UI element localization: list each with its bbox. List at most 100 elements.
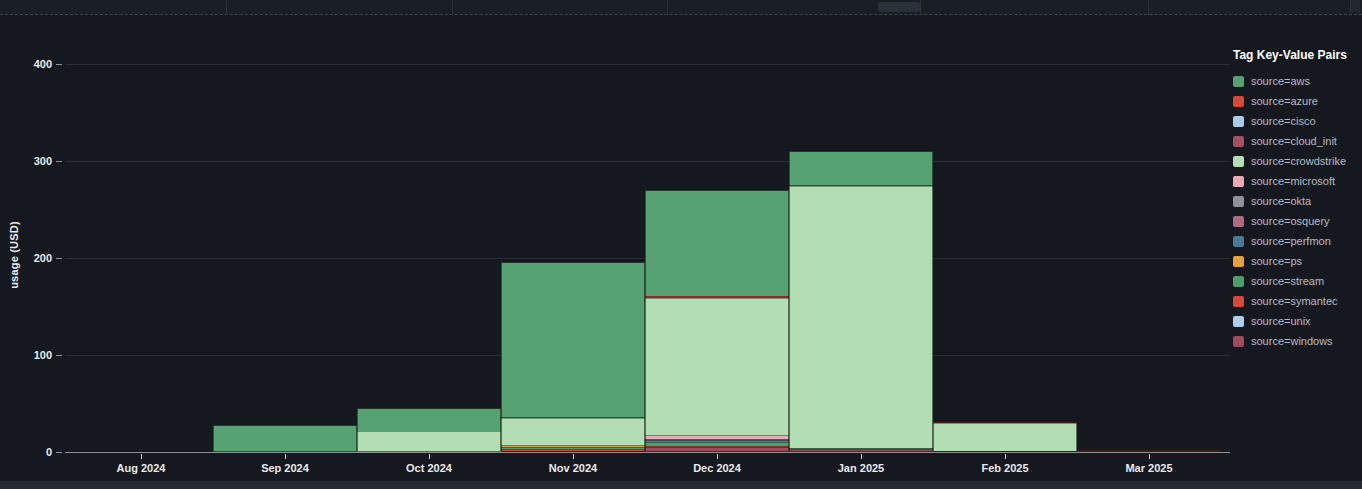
legend-item-unix[interactable]: source=unix [1233,311,1361,331]
legend-item-stream[interactable]: source=stream [1233,271,1361,291]
bar-sep-2024[interactable] [213,425,357,452]
bar-jan-2025[interactable] [789,151,933,452]
x-tick-mark [285,454,286,459]
legend-item-crowdstrike[interactable]: source=crowdstrike [1233,151,1361,171]
bar-oct-2024[interactable] [357,408,501,452]
legend-swatch-icon [1233,156,1244,167]
legend-swatch-icon [1233,256,1244,267]
bar-dec-2024[interactable] [645,190,789,452]
legend-item-label: source=cisco [1251,115,1316,127]
bar-segment-aws[interactable] [645,190,789,296]
x-tick-mark [1005,454,1006,459]
scrollbar-corner [1350,0,1360,12]
x-tick-label-jan-2025: Jan 2025 [816,462,906,474]
legend-items: source=aws source=azure source=cisco source… [1233,71,1361,351]
bar-segment-windows[interactable] [645,447,789,452]
legend: Tag Key-Value Pairs source=aws source=azu… [1233,48,1361,351]
bar-nov-2024[interactable] [501,262,645,452]
usage-chart-panel: usage (USD) 0100200300400Aug 2024Sep 202… [0,0,1362,489]
x-axis-line [65,452,1230,453]
legend-item-perfmon[interactable]: source=perfmon [1233,231,1361,251]
x-tick-label-mar-2025: Mar 2025 [1104,462,1194,474]
x-tick-mark [573,454,574,459]
legend-swatch-icon [1233,296,1244,307]
legend-item-label: source=stream [1251,275,1324,287]
bar-segment-windows[interactable] [1077,451,1221,452]
legend-item-label: source=unix [1251,315,1311,327]
x-tick-mark [861,454,862,459]
x-tick-mark [717,454,718,459]
y-tick-mark [56,161,62,162]
bar-segment-crowdstrike[interactable] [501,418,645,445]
legend-item-cisco[interactable]: source=cisco [1233,111,1361,131]
y-tick-label-0: 0 [12,446,52,458]
legend-swatch-icon [1233,196,1244,207]
bar-segment-crowdstrike[interactable] [933,423,1077,451]
toolbar-divider [920,0,921,15]
legend-item-label: source=osquery [1251,215,1330,227]
toolbar-divider [667,0,668,15]
x-tick-label-aug-2024: Aug 2024 [96,462,186,474]
legend-item-label: source=crowdstrike [1251,155,1346,167]
bar-segment-aws[interactable] [357,408,501,431]
bar-mar-2025[interactable] [1077,450,1221,452]
x-tick-mark [429,454,430,459]
legend-swatch-icon [1233,316,1244,327]
legend-item-windows[interactable]: source=windows [1233,331,1361,351]
bar-segment-crowdstrike[interactable] [357,431,501,452]
x-tick-label-sep-2024: Sep 2024 [240,462,330,474]
legend-item-label: source=symantec [1251,295,1338,307]
bar-segment-crowdstrike[interactable] [645,298,789,435]
toolbar-divider [1148,0,1149,15]
legend-item-label: source=okta [1251,195,1311,207]
legend-swatch-icon [1233,136,1244,147]
x-tick-label-feb-2025: Feb 2025 [960,462,1050,474]
legend-item-azure[interactable]: source=azure [1233,91,1361,111]
bar-segment-aws[interactable] [501,262,645,417]
plot-area [65,40,1230,452]
legend-title: Tag Key-Value Pairs [1233,48,1361,62]
legend-swatch-icon [1233,216,1244,227]
legend-item-label: source=perfmon [1251,235,1331,247]
legend-item-label: source=cloud_init [1251,135,1337,147]
legend-item-osquery[interactable]: source=osquery [1233,211,1361,231]
legend-swatch-icon [1233,76,1244,87]
toolbar-divider [452,0,453,15]
toolbar-divider [226,0,227,15]
bar-segment-crowdstrike[interactable] [789,186,933,448]
bar-segment-windows[interactable] [789,449,933,452]
legend-swatch-icon [1233,276,1244,287]
legend-swatch-icon [1233,176,1244,187]
y-tick-label-200: 200 [12,252,52,264]
legend-item-microsoft[interactable]: source=microsoft [1233,171,1361,191]
legend-item-aws[interactable]: source=aws [1233,71,1361,91]
bar-segment-windows[interactable] [933,451,1077,452]
bar-segment-aws[interactable] [213,425,357,452]
x-tick-label-nov-2024: Nov 2024 [528,462,618,474]
legend-swatch-icon [1233,116,1244,127]
legend-item-label: source=aws [1251,75,1310,87]
legend-item-label: source=azure [1251,95,1318,107]
y-tick-mark [56,452,62,453]
legend-item-okta[interactable]: source=okta [1233,191,1361,211]
legend-item-label: source=windows [1251,335,1333,347]
legend-swatch-icon [1233,336,1244,347]
x-tick-mark [1149,454,1150,459]
legend-item-label: source=ps [1251,255,1302,267]
panel-bottom-edge [0,481,1362,489]
x-tick-label-oct-2024: Oct 2024 [384,462,474,474]
bar-segment-aws[interactable] [789,151,933,185]
top-toolbar-edge [0,0,1362,15]
legend-item-ps[interactable]: source=ps [1233,251,1361,271]
scrollbar-thumb[interactable] [878,2,920,12]
y-tick-mark [56,64,62,65]
y-tick-mark [56,258,62,259]
legend-item-label: source=microsoft [1251,175,1335,187]
y-tick-label-400: 400 [12,58,52,70]
legend-swatch-icon [1233,236,1244,247]
bar-segment-windows[interactable] [501,451,645,452]
bar-feb-2025[interactable] [933,422,1077,452]
legend-item-symantec[interactable]: source=symantec [1233,291,1361,311]
legend-item-cloud_init[interactable]: source=cloud_init [1233,131,1361,151]
y-tick-mark [56,355,62,356]
